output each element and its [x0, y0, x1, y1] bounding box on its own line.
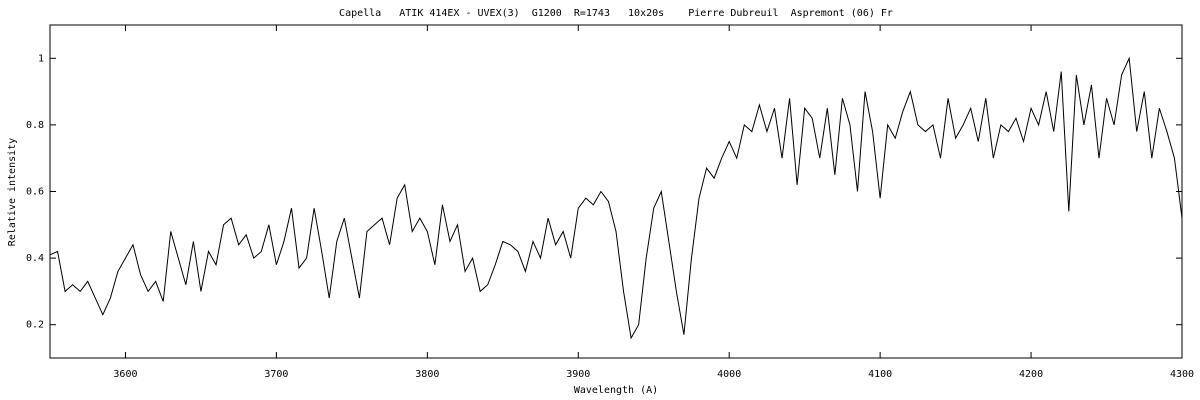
spectrum-line: [49, 56, 1183, 340]
x-axis-label: Wavelength (A): [574, 385, 658, 396]
chart-title: Capella ATIK 414EX - UVEX(3) G1200 R=174…: [339, 8, 893, 19]
x-tick-label: 3700: [264, 369, 288, 380]
x-tick-label: 4100: [868, 369, 892, 380]
y-axis-label: Relative intensity: [7, 138, 18, 246]
y-tick-label: 0.6: [26, 187, 44, 198]
y-tick-label: 1: [38, 53, 44, 64]
y-tick-label: 0.4: [26, 253, 44, 264]
x-tick-label: 4000: [717, 369, 741, 380]
y-tick-label: 0.8: [26, 120, 44, 131]
x-tick-label: 4300: [1170, 369, 1194, 380]
y-tick-label: 0.2: [26, 320, 44, 331]
x-tick-label: 3600: [113, 369, 137, 380]
x-tick-label: 3900: [566, 369, 590, 380]
x-tick-label: 4200: [1019, 369, 1043, 380]
x-tick-label: 3800: [415, 369, 439, 380]
